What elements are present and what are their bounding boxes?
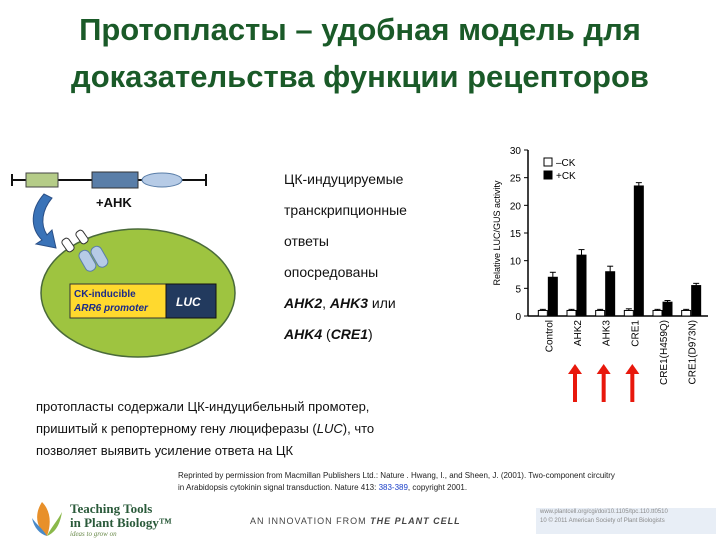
note-line-1: протопласты содержали ЦК-индуцибельный п… — [36, 399, 370, 414]
description-line-1: ЦК-индуцируемые — [284, 171, 404, 187]
reporter-label: LUC — [176, 295, 201, 309]
description-block: ЦК-индуцируемые транскрипционные ответы … — [284, 164, 474, 350]
bar-chart: 0 5 10 15 20 25 30 Relative LUC/GUS activity Con… — [492, 146, 708, 402]
highlight-arrow-head — [625, 364, 640, 374]
legend-swatch — [543, 170, 553, 180]
y-tick-label: 0 — [515, 312, 521, 323]
bar-plus-ck — [576, 254, 587, 317]
x-tick-label: CRE1(H459Q) — [659, 320, 670, 385]
legend-label: –CK — [556, 158, 576, 169]
promoter-label-line1: CK-inducible — [74, 289, 136, 300]
bar-minus-ck — [681, 309, 692, 317]
description-line-5: AHK2, AHK3 или — [284, 295, 396, 311]
bar-minus-ck — [623, 309, 634, 317]
bar-plus-ck — [633, 185, 644, 317]
citation-pages-link[interactable]: 383-389 — [378, 483, 408, 492]
description-line-3: ответы — [284, 233, 329, 249]
brand-block: Teaching Tools in Plant Biology™ ideas t… — [70, 501, 172, 539]
highlight-arrow-head — [596, 364, 611, 374]
description-line-6: AHK4 (CRE1) — [284, 326, 373, 342]
curved-arrow — [32, 193, 57, 249]
x-tick-label: AHK3 — [602, 320, 613, 347]
promoter-segment — [25, 172, 59, 188]
bar-plus-ck — [605, 271, 616, 317]
highlight-arrow-head — [568, 364, 582, 374]
x-tick-label: AHK2 — [573, 320, 584, 347]
footer-right-block: www.plantcell.org/cgi/doi/10.1105/tpc.11… — [536, 508, 716, 534]
ahk-label: +AHK — [96, 195, 132, 210]
y-tick-label: 20 — [510, 201, 522, 212]
innovation-label: AN INNOVATION FROM THE PLANT CELL — [250, 516, 461, 526]
x-tick-label: CRE1(D973N) — [688, 320, 699, 384]
bar-plus-ck — [547, 276, 558, 317]
promoter-box — [69, 283, 167, 319]
title-line-1: Протопласты – удобная модель для — [79, 12, 641, 47]
gene-ahk2: AHK2 — [284, 295, 323, 311]
y-tick-label: 30 — [510, 146, 522, 157]
y-axis-label: Relative LUC/GUS activity — [492, 180, 502, 286]
reporter-box — [165, 283, 217, 319]
bar-minus-ck — [566, 309, 577, 317]
bar-minus-ck — [537, 309, 548, 317]
note-line-2: пришитый к репортерному гену люциферазы … — [36, 421, 375, 436]
y-tick-label: 5 — [515, 284, 521, 295]
gene-ahk3: AHK3 — [329, 295, 369, 311]
bar-plus-ck — [662, 301, 673, 317]
receptor-icon — [61, 229, 109, 272]
y-tick-label: 15 — [510, 229, 522, 240]
x-tick-label: CRE1 — [630, 320, 641, 347]
bar-minus-ck — [652, 309, 663, 317]
leaf-logo-icon — [32, 502, 62, 536]
promoter-label-line2: ARR6 promoter — [73, 303, 149, 314]
note-line-3: позволяет выявить усиление ответа на ЦК — [36, 443, 294, 458]
reprint-citation: Reprinted by permission from Macmillan P… — [178, 471, 615, 492]
y-tick-label: 10 — [510, 257, 522, 268]
legend-swatch — [543, 157, 553, 167]
gene-cre1: CRE1 — [330, 326, 369, 342]
luc-gene-name: LUC — [316, 421, 343, 436]
title-line-2: доказательства функции рецепторов — [71, 59, 649, 94]
bar-minus-ck — [595, 309, 606, 317]
bar-plus-ck — [691, 285, 702, 317]
gene-segment — [91, 171, 139, 189]
protoplast-diagram: +AHK CK-inducible ARR6 promoter LUC — [11, 171, 236, 358]
luc-segment — [141, 172, 183, 188]
x-tick-label: Control — [544, 320, 555, 352]
legend-label: +CK — [556, 171, 576, 182]
gene-ahk4: AHK4 — [284, 326, 323, 342]
y-tick-label: 25 — [510, 174, 522, 185]
note-block: протопласты содержали ЦК-индуцибельный п… — [36, 396, 456, 462]
description-line-4: опосредованы — [284, 264, 379, 280]
description-line-2: транскрипционные — [284, 202, 407, 218]
slide-title: Протопласты – удобная модель для доказат… — [0, 6, 720, 100]
